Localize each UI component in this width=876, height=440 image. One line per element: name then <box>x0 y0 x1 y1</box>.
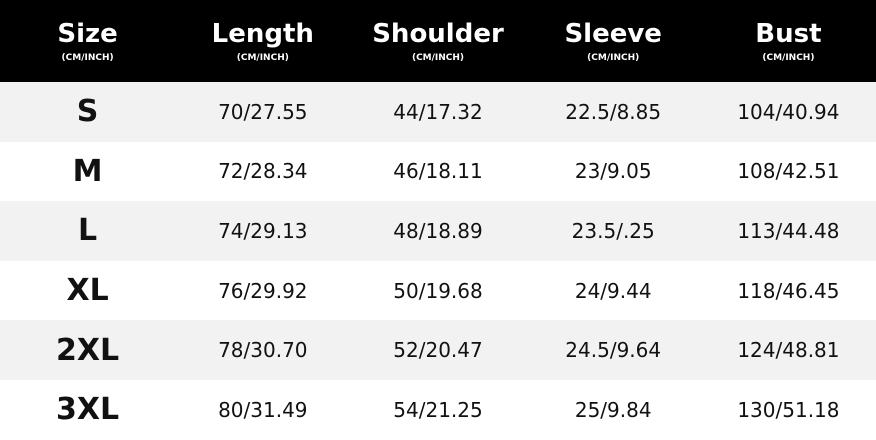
value-cell: 54/21.25 <box>393 397 483 422</box>
value-cell: 44/17.32 <box>393 99 483 124</box>
value-cell: 22.5/8.85 <box>565 99 662 124</box>
value-cell: 23/9.05 <box>574 159 652 184</box>
value-cell: 70/27.55 <box>218 99 308 124</box>
value-cell: 78/30.70 <box>218 338 308 363</box>
value-cell: 130/51.18 <box>737 397 840 422</box>
column-title: Sleeve <box>564 19 662 49</box>
size-cell: 3XL <box>56 392 120 428</box>
table-row: 3XL 80/31.49 54/21.25 25/9.84 130/51.18 <box>0 379 876 440</box>
value-cell: 113/44.48 <box>737 218 840 243</box>
header-cell: Size (CM/INCH) <box>0 0 175 82</box>
value-cell: 74/29.13 <box>218 218 308 243</box>
value-cell: 52/20.47 <box>393 338 483 363</box>
value-cell: 46/18.11 <box>393 159 483 184</box>
table-body: S 70/27.55 44/17.32 22.5/8.85 104/40.94 M 72/2… <box>0 82 876 440</box>
column-unit: (CM/INCH) <box>61 53 114 63</box>
value-cell: 80/31.49 <box>218 397 308 422</box>
column-title: Size <box>57 19 118 49</box>
value-cell: 104/40.94 <box>737 99 840 124</box>
value-cell: 24.5/9.64 <box>565 338 662 363</box>
size-cell: L <box>78 213 98 249</box>
column-title: Bust <box>755 19 822 49</box>
column-unit: (CM/INCH) <box>411 53 465 63</box>
value-cell: 118/46.45 <box>737 278 840 303</box>
column-unit: (CM/INCH) <box>236 53 289 63</box>
header-cell: Shoulder (CM/INCH) <box>350 0 525 82</box>
value-cell: 50/19.68 <box>393 278 483 303</box>
table-row: 2XL 78/30.70 52/20.47 24.5/9.64 124/48.81 <box>0 320 876 380</box>
column-unit: (CM/INCH) <box>762 53 815 63</box>
value-cell: 25/9.84 <box>574 397 652 422</box>
column-unit: (CM/INCH) <box>587 53 640 63</box>
table-row: M 72/28.34 46/18.11 23/9.05 108/42.51 <box>0 141 876 202</box>
header-row: Size (CM/INCH) Length (CM/INCH) Shoulder (CM/… <box>0 0 876 82</box>
value-cell: 124/48.81 <box>737 338 840 363</box>
table-row: XL 76/29.92 50/19.68 24/9.44 118/46.45 <box>0 260 876 321</box>
column-title: Shoulder <box>372 19 504 49</box>
value-cell: 76/29.92 <box>218 278 308 303</box>
table-row: L 74/29.13 48/18.89 23.5/.25 113/44.48 <box>0 201 876 261</box>
size-cell: 2XL <box>56 332 120 368</box>
table-row: S 70/27.55 44/17.32 22.5/8.85 104/40.94 <box>0 82 876 142</box>
value-cell: 72/28.34 <box>218 159 308 184</box>
size-cell: M <box>72 153 103 189</box>
value-cell: 24/9.44 <box>574 278 652 303</box>
value-cell: 48/18.89 <box>393 218 483 243</box>
header-cell: Sleeve (CM/INCH) <box>526 0 701 82</box>
size-cell: XL <box>66 273 109 309</box>
header-cell: Bust (CM/INCH) <box>701 0 876 82</box>
header-cell: Length (CM/INCH) <box>175 0 350 82</box>
column-title: Length <box>211 19 314 49</box>
size-cell: S <box>76 94 99 130</box>
value-cell: 108/42.51 <box>737 159 840 184</box>
value-cell: 23.5/.25 <box>571 218 655 243</box>
